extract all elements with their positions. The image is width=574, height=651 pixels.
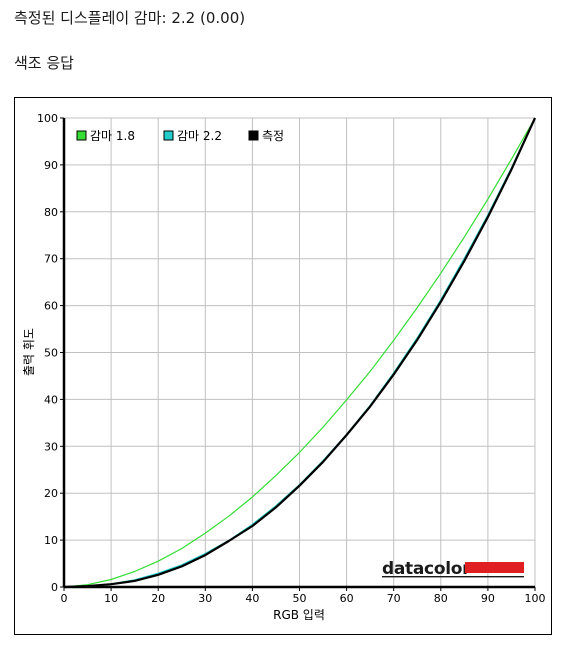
- tick-labels: 0 10 20 30 40 50 60 70 80 90 100 0 10 20 30 40 50 60 70 80 9…: [37, 112, 546, 605]
- legend-swatch-2: [163, 130, 174, 141]
- y-tick-label: 90: [44, 159, 58, 172]
- datacolor-logo-text: datacolor: [382, 559, 471, 579]
- legend-label-2: 감마 2.2: [177, 129, 222, 143]
- series-line-1: [63, 117, 536, 588]
- section-title: 색조 응답: [14, 54, 74, 72]
- y-tick-label: 20: [44, 487, 58, 500]
- y-tick-label: 30: [44, 440, 58, 453]
- legend-label-3: 측정: [262, 129, 284, 143]
- legend-swatch-3: [248, 130, 259, 141]
- x-axis-label: RGB 입력: [273, 608, 325, 622]
- series-line-3: [63, 117, 537, 589]
- y-axis-label: 출력 휘도: [22, 328, 36, 376]
- measured-gamma-label: 측정된 디스플레이 감마: 2.2 (0.00): [14, 9, 246, 27]
- x-tick-label: 70: [387, 592, 401, 605]
- grid: [64, 117, 536, 587]
- datacolor-logo-bar: [465, 562, 524, 573]
- legend: 감마 1.8 감마 2.2 측정: [76, 129, 284, 143]
- x-tick-label: 100: [525, 592, 546, 605]
- y-tick-label: 80: [44, 206, 58, 219]
- y-tick-label: 60: [44, 300, 58, 313]
- x-tick-label: 50: [293, 592, 307, 605]
- y-tick-label: 50: [44, 347, 58, 360]
- legend-label-1: 감마 1.8: [90, 129, 135, 143]
- x-tick-label: 30: [198, 592, 212, 605]
- x-tick-label: 0: [61, 592, 68, 605]
- series-lines: [63, 117, 537, 589]
- datacolor-logo: datacolor: [382, 559, 524, 579]
- x-tick-label: 90: [481, 592, 495, 605]
- y-tick-label: 70: [44, 253, 58, 266]
- x-tick-label: 80: [434, 592, 448, 605]
- x-tick-label: 20: [151, 592, 165, 605]
- x-tick-label: 10: [104, 592, 118, 605]
- y-tick-label: 100: [37, 112, 58, 125]
- datacolor-logo-underline: [382, 576, 524, 578]
- y-tick-label: 0: [51, 581, 58, 594]
- x-tick-label: 60: [340, 592, 354, 605]
- axes: [60, 117, 536, 591]
- x-tick-label: 40: [245, 592, 259, 605]
- chart-panel: [14, 97, 552, 635]
- legend-swatch-1: [76, 130, 87, 141]
- y-tick-label: 10: [44, 534, 58, 547]
- y-tick-label: 40: [44, 393, 58, 406]
